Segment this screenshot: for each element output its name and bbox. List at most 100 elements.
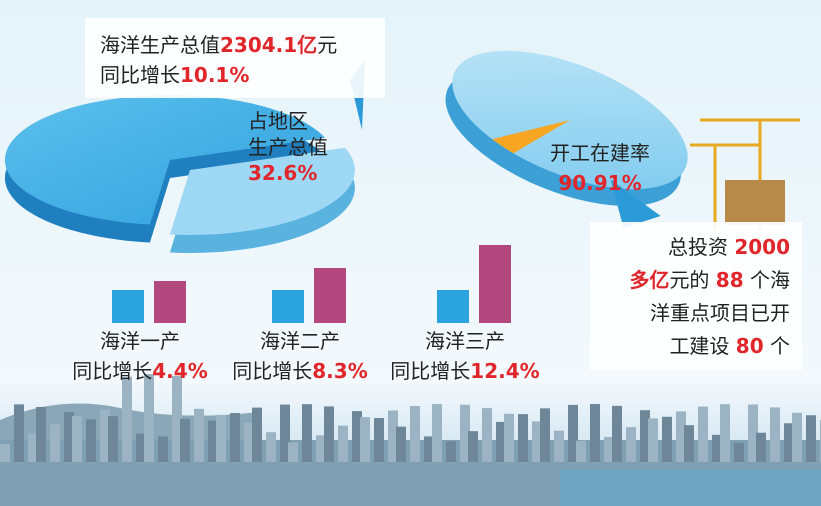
industry-name: 海洋二产 — [260, 329, 340, 353]
text-segment: 个 — [764, 334, 790, 358]
building — [662, 416, 672, 462]
construction-pie — [445, 50, 688, 228]
bar-purple — [314, 268, 346, 323]
highlight-text: 2000 — [734, 235, 790, 259]
city-skyline — [0, 374, 821, 506]
building — [460, 404, 470, 462]
building — [770, 407, 780, 462]
projects-line: 多亿元的 88 个海 — [629, 268, 790, 292]
building — [244, 422, 254, 462]
building — [590, 404, 600, 462]
building — [0, 444, 10, 462]
building — [496, 421, 506, 462]
building — [396, 426, 406, 462]
building — [72, 416, 82, 462]
share-label: 占地区 — [248, 109, 308, 133]
text-segment: 个海 — [744, 268, 790, 292]
building — [374, 418, 384, 462]
building — [518, 414, 528, 462]
bar-blue — [112, 290, 144, 323]
building — [172, 375, 182, 462]
building — [720, 404, 730, 462]
building — [36, 406, 46, 462]
building — [576, 440, 586, 462]
building — [568, 404, 578, 462]
building — [158, 436, 168, 462]
share-label: 生产总值 — [248, 135, 328, 159]
building — [676, 411, 686, 462]
building — [194, 408, 204, 462]
building — [338, 425, 348, 462]
building — [360, 417, 370, 462]
building — [424, 436, 434, 462]
building — [684, 425, 694, 462]
text-segment: 总投资 — [668, 235, 734, 259]
building — [748, 404, 758, 462]
text-segment: 元 — [317, 33, 337, 57]
text-segment: 同比增长 — [100, 63, 180, 87]
building — [86, 419, 96, 462]
building — [604, 436, 614, 462]
building — [626, 427, 636, 462]
text-segment: 洋重点项目已开 — [650, 301, 790, 325]
building — [784, 423, 794, 462]
industry-name: 海洋一产 — [100, 329, 180, 353]
text-segment: 元的 — [669, 268, 715, 292]
building — [532, 421, 542, 462]
building — [302, 404, 312, 462]
highlight-text: 80 — [736, 334, 764, 358]
building — [252, 407, 262, 462]
building — [432, 404, 442, 462]
industry-growth: 同比增长4.4% — [72, 359, 207, 383]
share-pie — [4, 60, 365, 253]
building — [288, 442, 298, 462]
building — [482, 408, 492, 462]
building — [28, 433, 38, 462]
building — [136, 433, 146, 462]
building — [14, 404, 24, 462]
highlight-text: 多亿 — [629, 268, 669, 292]
growth-value: 4.4% — [152, 359, 207, 383]
building — [698, 406, 708, 462]
headline-line: 海洋生产总值2304.1亿元 — [100, 33, 337, 57]
building — [756, 432, 766, 462]
building — [504, 413, 514, 462]
building — [230, 413, 240, 462]
building — [280, 404, 290, 462]
building — [352, 411, 362, 462]
bar-blue — [272, 290, 304, 323]
text-segment: 海洋生产总值 — [100, 33, 220, 57]
building — [122, 376, 132, 462]
construction-label: 开工在建率 — [550, 141, 650, 165]
bar-purple — [154, 281, 186, 323]
building — [468, 431, 478, 462]
building — [712, 434, 722, 462]
construction-value: 90.91% — [558, 171, 641, 195]
crane — [690, 118, 800, 230]
building — [144, 374, 154, 462]
projects-line: 总投资 2000 — [668, 235, 790, 259]
highlight-text: 2304.1亿 — [220, 33, 317, 57]
highlight-text: 88 — [716, 268, 744, 292]
share-value: 32.6% — [248, 161, 317, 185]
headline-box — [85, 18, 385, 98]
building — [612, 405, 622, 462]
building — [324, 406, 334, 462]
building — [734, 442, 744, 462]
headline-line: 同比增长10.1% — [100, 63, 249, 87]
building — [100, 409, 110, 462]
building — [266, 432, 276, 462]
building — [388, 410, 398, 462]
building — [640, 410, 650, 462]
building — [554, 430, 564, 462]
building — [50, 424, 60, 462]
bar-purple — [479, 245, 511, 323]
growth-label: 同比增长 — [72, 359, 152, 383]
projects-box — [590, 222, 802, 370]
growth-value: 8.3% — [312, 359, 367, 383]
growth-label: 同比增长 — [390, 359, 470, 383]
building — [446, 441, 456, 462]
building — [410, 406, 420, 462]
